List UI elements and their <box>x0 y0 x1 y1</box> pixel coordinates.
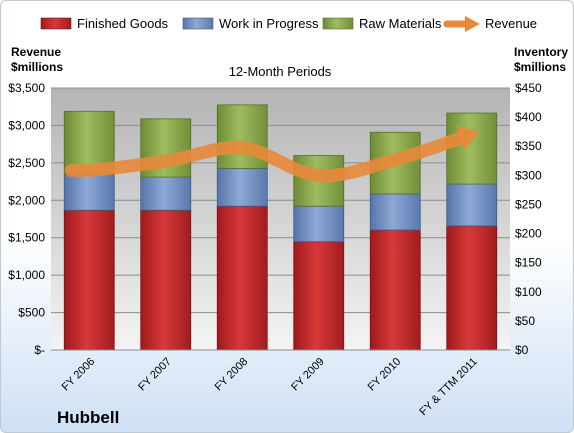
left-tick-label: $1,000 <box>8 268 45 282</box>
x-tick-label: FY 2008 <box>213 356 251 394</box>
legend-item-revenue: Revenue <box>443 16 537 32</box>
chart-subtitle: 12-Month Periods <box>229 64 332 79</box>
legend: Finished Goods Work in Progress Raw Mate… <box>40 16 537 32</box>
left-axis-title-line1: Revenue <box>11 45 61 59</box>
x-tick-label: FY 2009 <box>289 356 327 394</box>
bar-raw-materials <box>446 112 498 185</box>
right-tick-label: $450 <box>515 81 542 95</box>
company-label: Hubbell <box>57 408 119 427</box>
right-tick-label: $200 <box>515 227 542 241</box>
legend-swatch-work-in-progress <box>182 17 214 30</box>
plot-area-background <box>51 88 510 350</box>
right-tick-label: $350 <box>515 139 542 153</box>
right-axis-title-line1: Inventory <box>514 45 568 59</box>
bar-work-in-progress <box>446 183 498 227</box>
x-tick-label: FY 2007 <box>136 356 174 394</box>
bar-finished-goods <box>140 209 192 351</box>
legend-label-revenue: Revenue <box>485 16 537 31</box>
right-tick-label: $0 <box>515 343 529 357</box>
right-tick-label: $400 <box>515 110 542 124</box>
left-tick-label: $500 <box>18 306 45 320</box>
revenue-arrow-shaft <box>64 131 467 183</box>
left-tick-label: $- <box>34 343 45 357</box>
left-axis-ticks: $- $500 $1,000 $1,500 $2,000 $2,500 $3,000 $3,5… <box>8 81 45 357</box>
legend-swatch-revenue-arrowhead <box>465 16 480 32</box>
legend-swatch-raw-materials <box>322 17 354 30</box>
bar-finished-goods <box>446 225 498 351</box>
x-tick-label: FY 2006 <box>60 356 98 394</box>
bar-work-in-progress <box>140 176 192 211</box>
left-axis-title-line2: $millions <box>11 60 63 74</box>
left-tick-label: $3,000 <box>8 118 45 132</box>
right-tick-label: $150 <box>515 256 542 270</box>
bar-work-in-progress <box>369 193 421 231</box>
right-axis-title-line2: $millions <box>514 60 566 74</box>
x-tick-label: FY 2010 <box>366 356 404 394</box>
legend-label-raw-materials: Raw Materials <box>359 16 442 31</box>
left-tick-label: $2,500 <box>8 156 45 170</box>
x-tick-label: FY & TTM 2011 <box>417 356 480 419</box>
bar-work-in-progress <box>293 205 345 243</box>
legend-item-work-in-progress: Work in Progress <box>182 16 319 31</box>
bars <box>63 104 498 351</box>
bar-finished-goods <box>293 241 345 351</box>
bar-finished-goods <box>63 209 115 351</box>
right-tick-label: $250 <box>515 197 542 211</box>
legend-item-raw-materials: Raw Materials <box>322 16 442 31</box>
bar-finished-goods <box>216 205 268 351</box>
revenue-line <box>64 125 480 183</box>
right-axis-ticks: $0 $50 $100 $150 $200 $250 $300 $350 $400 $450 <box>515 81 542 357</box>
x-axis-ticks: FY 2006 FY 2007 FY 2008 FY 2009 FY 2010 FY & … <box>60 356 480 419</box>
legend-label-work-in-progress: Work in Progress <box>219 16 319 31</box>
legend-swatch-finished-goods <box>40 17 72 30</box>
right-tick-label: $100 <box>515 285 542 299</box>
right-tick-label: $50 <box>515 314 535 328</box>
bar-work-in-progress <box>63 173 115 211</box>
legend-label-finished-goods: Finished Goods <box>77 16 169 31</box>
right-tick-label: $300 <box>515 168 542 182</box>
left-tick-label: $3,500 <box>8 81 45 95</box>
left-tick-label: $2,000 <box>8 193 45 207</box>
revenue-arrowhead <box>456 125 480 151</box>
bar-finished-goods <box>369 229 421 351</box>
legend-item-finished-goods: Finished Goods <box>40 16 169 31</box>
left-tick-label: $1,500 <box>8 231 45 245</box>
bar-work-in-progress <box>216 167 268 207</box>
